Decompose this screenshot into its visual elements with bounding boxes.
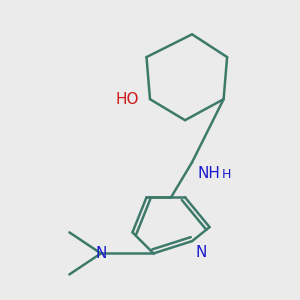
Text: H: H: [222, 167, 231, 181]
Text: N: N: [95, 246, 106, 261]
Text: NH: NH: [197, 166, 220, 181]
Text: N: N: [196, 244, 207, 260]
Text: HO: HO: [116, 92, 140, 107]
